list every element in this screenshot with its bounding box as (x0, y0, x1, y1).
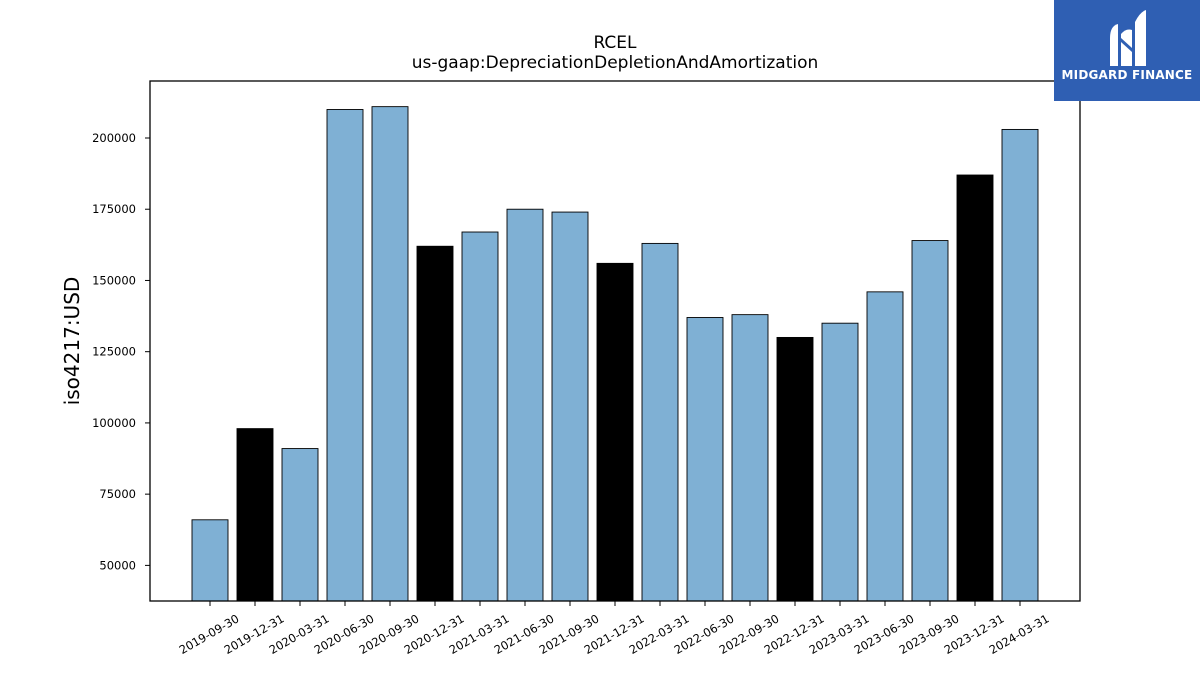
y-axis-ticks: 50000 75000 100000 125000 150000 175000 200000 (92, 131, 150, 572)
midgard-finance-logo: MIDGARD FINANCE (1054, 0, 1200, 101)
y-tick-label: 100000 (92, 416, 136, 430)
y-tick-label: 200000 (92, 131, 136, 145)
x-axis-ticks: 2019-09-302019-12-312020-03-312020-06-30… (177, 601, 1052, 657)
bar-2023-06-30 (866, 291, 904, 602)
bar-2020-03-31 (281, 448, 319, 602)
bar-2020-06-30 (326, 109, 364, 602)
y-tick-label: 150000 (92, 273, 136, 287)
y-tick-label: 50000 (99, 558, 136, 572)
bar-2022-09-30 (731, 314, 769, 602)
bar-2019-12-31 (236, 428, 274, 602)
bar-2021-06-30 (506, 208, 544, 602)
bar-2023-03-31 (821, 322, 859, 602)
bar-2023-09-30 (911, 240, 949, 602)
bar-2024-03-31 (1001, 128, 1039, 602)
bar-2022-03-31 (641, 242, 679, 602)
bar-2021-09-30 (551, 211, 589, 602)
y-tick-label: 75000 (99, 487, 136, 501)
y-tick-label: 125000 (92, 345, 136, 359)
logo-text: MIDGARD FINANCE (1061, 68, 1193, 82)
bar-2023-12-31 (956, 174, 994, 602)
chart-subtitle: us-gaap:DepreciationDepletionAndAmortiza… (412, 53, 819, 73)
bar-2021-12-31 (596, 262, 634, 602)
y-axis-label: iso4217:USD (60, 277, 84, 406)
bar-2020-09-30 (371, 106, 409, 602)
chart-title: RCEL (593, 33, 637, 53)
bar-2022-06-30 (686, 317, 724, 602)
y-tick-label: 175000 (92, 202, 136, 216)
bars-group (191, 106, 1039, 602)
bar-2021-03-31 (461, 231, 499, 602)
logo-mark-icon (1110, 10, 1146, 66)
bar-2020-12-31 (416, 245, 454, 602)
bar-2022-12-31 (776, 336, 814, 602)
bar-2019-09-30 (191, 519, 229, 602)
